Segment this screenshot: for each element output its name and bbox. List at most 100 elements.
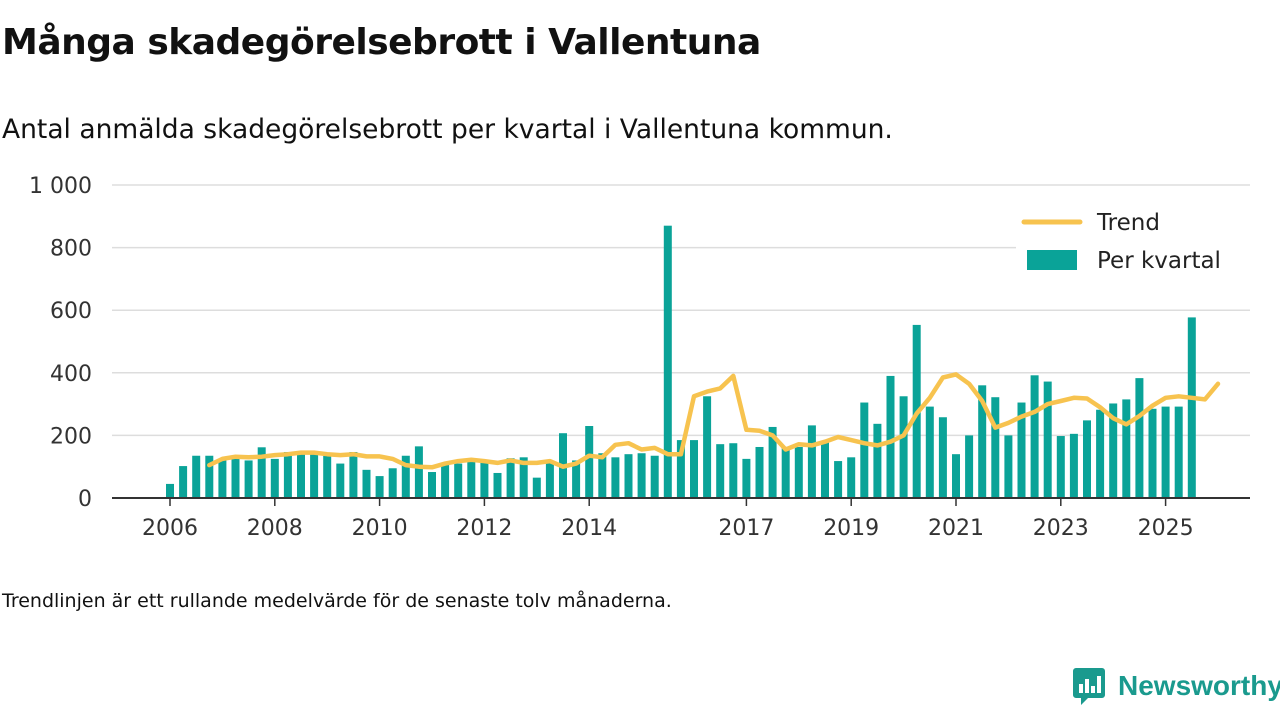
bar [755,446,764,498]
bar [847,457,856,498]
bar [1122,399,1131,498]
bar [1109,403,1118,498]
bar [454,463,463,498]
bar [257,447,266,498]
bar [532,477,541,498]
bar [362,469,371,498]
y-axis-ticks: 0 200 400 600 800 1 000 [29,174,92,512]
trend-series [207,372,1221,470]
bar [1004,435,1013,498]
bar [611,457,620,498]
bar [441,463,450,498]
chart-subtitle: Antal anmälda skadegörelsebrott per kvar… [2,114,893,145]
bar [323,455,332,498]
brand-name: Newsworthy [1118,670,1280,701]
bar [467,459,476,498]
bar [1069,433,1078,498]
bar [598,453,607,498]
brand-logo: Newsworthy [1072,666,1280,706]
bar [1043,381,1052,498]
bar [310,454,319,498]
chart-legend: Trend Per kvartal [1016,200,1250,288]
bar [781,447,790,498]
bar [834,461,843,498]
x-tick-label: 2006 [142,516,198,541]
bar [283,451,292,498]
legend-trend-label: Trend [1096,210,1160,236]
legend-bar-label: Per kvartal [1097,248,1221,274]
bar [650,455,659,498]
bar [637,453,646,498]
bar [624,454,633,498]
bar [401,455,410,498]
y-tick-label: 400 [50,362,92,387]
footnote: Trendlinjen är ett rullande medelvärde f… [2,590,672,612]
bar [1056,436,1065,498]
bar [1030,375,1039,498]
bar [179,466,188,498]
bar [375,476,384,498]
bar [807,425,816,498]
bar [414,446,423,498]
bar [794,446,803,498]
y-tick-label: 800 [50,237,92,262]
bar [978,385,987,498]
bar [1083,420,1091,498]
bar [270,458,279,498]
legend-bar-swatch [1027,250,1077,270]
trend-line [207,372,1221,470]
bar [703,396,712,498]
bar [506,458,515,498]
bar [480,460,489,498]
bar [519,457,528,498]
bar [336,463,345,498]
bar [205,455,214,498]
bar [192,455,201,498]
x-tick-label: 2019 [823,516,879,541]
bar [1135,378,1144,498]
bar [1096,409,1105,498]
y-tick-label: 600 [50,299,92,324]
bar [388,468,397,498]
bar [860,402,869,498]
bar [965,435,974,498]
x-tick-label: 2023 [1033,516,1089,541]
bar [716,444,725,498]
x-tick-label: 2012 [456,516,512,541]
bar [676,440,685,498]
bar [572,460,581,498]
bar [231,455,240,498]
bar [821,440,829,498]
bar [218,460,227,498]
bar [166,483,174,498]
x-axis-ticks: 2006 2008 2010 2012 2014 2017 2019 2021 2023 2025 [142,498,1194,541]
bar [952,454,960,498]
bar [1148,408,1157,498]
bar [729,443,738,498]
bar [690,440,698,498]
x-tick-label: 2025 [1138,516,1194,541]
bar [297,452,305,498]
chart-title: Många skadegörelsebrott i Vallentuna [2,22,761,63]
y-tick-label: 1 000 [29,174,92,199]
bar [349,451,358,498]
bar [1174,406,1183,498]
bar [768,426,777,498]
x-tick-label: 2017 [718,516,774,541]
bar [1017,402,1026,498]
bar [1161,406,1170,498]
bar [938,417,947,498]
bar [899,396,908,498]
x-tick-label: 2010 [352,516,408,541]
bar [925,406,934,498]
bar [244,460,253,498]
bar [742,458,751,498]
bar [585,426,594,498]
bar [1187,317,1196,498]
bar [663,225,672,498]
bar [991,397,1000,498]
newsworthy-logo-icon [1073,668,1105,705]
x-tick-label: 2014 [561,516,617,541]
x-tick-label: 2008 [247,516,303,541]
